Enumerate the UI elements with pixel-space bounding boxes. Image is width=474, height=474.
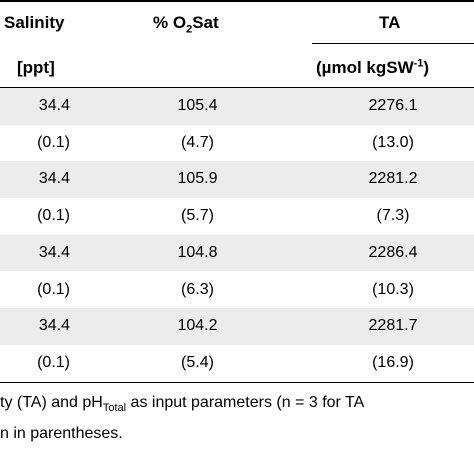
cell-salinity: (0.1) <box>37 133 70 151</box>
cell-o2sat: (6.3) <box>181 280 214 298</box>
table-row: 34.4 104.8 2286.4 <box>0 234 474 272</box>
table-row: 34.4 105.9 2281.2 <box>0 161 474 199</box>
cell-ta: 2281.2 <box>368 170 418 188</box>
table-row: 34.4 105.4 2276.1 <box>0 88 474 125</box>
table-row: (0.1) (5.4) (16.9) <box>0 345 474 382</box>
cell-ta: 2286.4 <box>368 243 418 261</box>
cell-o2sat: 105.4 <box>177 97 218 114</box>
table-row: (0.1) (6.3) (10.3) <box>0 272 474 309</box>
cell-ta: (7.3) <box>376 207 410 225</box>
cell-ta: (16.9) <box>372 353 414 371</box>
cell-ta: 2281.7 <box>368 317 418 335</box>
cell-salinity: (0.1) <box>37 207 70 225</box>
table-top-rule <box>0 0 474 2</box>
cell-o2sat: 104.8 <box>177 243 218 261</box>
cell-o2sat: (5.4) <box>181 353 214 371</box>
header-salinity: Salinity <box>4 13 65 32</box>
header-ta: TA <box>379 13 401 32</box>
header-salinity-unit: [ppt] <box>17 58 55 77</box>
cell-o2sat: 105.9 <box>177 170 218 188</box>
cell-ta: 2276.1 <box>368 97 418 114</box>
cell-o2sat: 104.2 <box>177 317 218 335</box>
header-ta-underline <box>312 43 474 44</box>
footnote-line-2: n in parentheses. <box>0 425 123 442</box>
cell-salinity: 34.4 <box>38 243 70 261</box>
cell-o2sat: (4.7) <box>181 133 214 151</box>
cell-o2sat: (5.7) <box>181 207 214 225</box>
footnote-line-1: ty (TA) and pHTotal as input parameters … <box>0 394 365 415</box>
header-o2sat: % O2Sat <box>153 13 219 36</box>
header-bottom-rule <box>0 87 474 88</box>
table-bottom-rule <box>0 382 474 383</box>
cell-salinity: (0.1) <box>37 280 70 298</box>
header-ta-unit: (µmol kgSW-1) <box>316 57 430 77</box>
cell-salinity: (0.1) <box>37 353 70 371</box>
table-row: 34.4 104.2 2281.7 <box>0 308 474 345</box>
cell-salinity: 34.4 <box>38 317 70 335</box>
cell-ta: (13.0) <box>372 133 414 151</box>
table-row: (0.1) (4.7) (13.0) <box>0 125 474 162</box>
cell-salinity: 34.4 <box>38 170 70 188</box>
table-row: (0.1) (5.7) (7.3) <box>0 198 474 235</box>
cell-salinity: 34.4 <box>38 97 70 114</box>
cell-ta: (10.3) <box>372 280 414 298</box>
